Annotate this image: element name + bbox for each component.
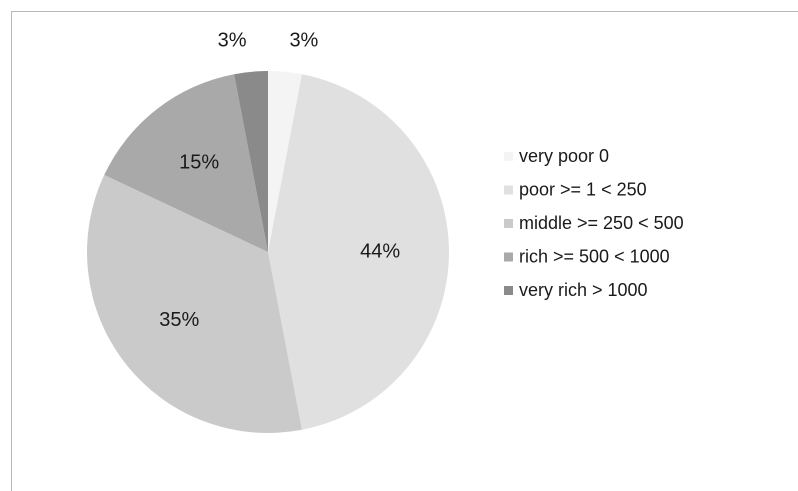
legend-swatch-3 bbox=[504, 219, 513, 228]
pie-slices bbox=[87, 71, 449, 433]
slice-label-1: 3% bbox=[289, 29, 318, 51]
legend-label-4: rich >= 500 < 1000 bbox=[519, 246, 670, 266]
pie-labels: 3% 44% 35% 15% 3% bbox=[159, 29, 400, 331]
legend-label-5: very rich > 1000 bbox=[519, 280, 648, 300]
legend-label-1: very poor 0 bbox=[519, 146, 609, 166]
slice-label-5: 3% bbox=[218, 29, 247, 51]
legend-label-2: poor >= 1 < 250 bbox=[519, 179, 647, 199]
slice-label-4: 15% bbox=[179, 152, 219, 174]
pie-slice-5 bbox=[234, 71, 268, 252]
pie-slice-3 bbox=[87, 174, 302, 433]
pie-slice-4 bbox=[104, 74, 268, 253]
slice-label-3: 35% bbox=[159, 309, 199, 331]
legend: very poor 0 poor >= 1 < 250 middle >= 250 … bbox=[504, 146, 684, 300]
chart-frame bbox=[11, 11, 798, 491]
legend-swatch-1 bbox=[504, 152, 513, 161]
pie-slice-1 bbox=[268, 71, 302, 252]
legend-swatch-5 bbox=[504, 286, 513, 295]
legend-swatch-2 bbox=[504, 185, 513, 195]
legend-swatch-4 bbox=[504, 252, 513, 262]
pie-slice-2 bbox=[268, 74, 449, 430]
pie-chart: 3% 44% 35% 15% 3% very poor 0 poor >= 1 < 250… bbox=[87, 29, 684, 433]
slice-label-2: 44% bbox=[360, 240, 400, 262]
legend-label-3: middle >= 250 < 500 bbox=[519, 213, 684, 233]
